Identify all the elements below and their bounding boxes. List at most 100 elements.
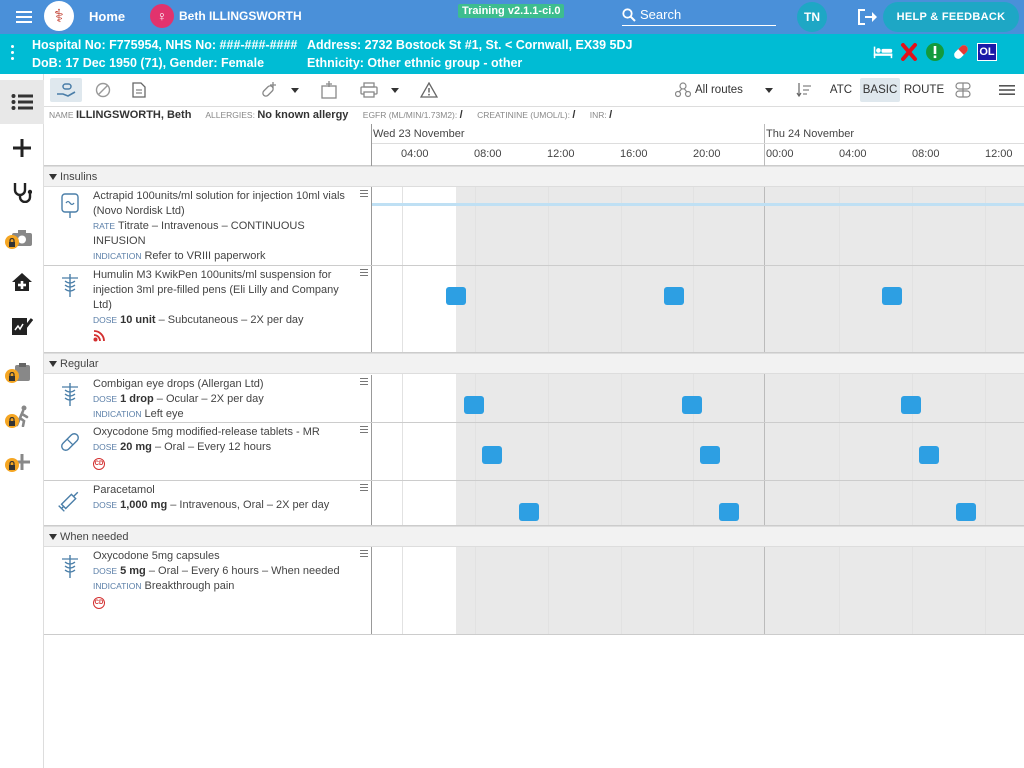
inr-label: INR: bbox=[589, 110, 607, 120]
alert-icon[interactable] bbox=[925, 42, 945, 62]
rate-value: Titrate – Intravenous – CONTINUOUS INFUS… bbox=[93, 220, 305, 247]
pill-group-icon[interactable] bbox=[950, 78, 976, 102]
medication-row[interactable]: Combigan eye drops (Allergan Ltd) DOSE 1 … bbox=[44, 375, 1024, 423]
time-tick: 16:00 bbox=[620, 148, 648, 160]
more-menu-icon[interactable] bbox=[994, 78, 1020, 102]
dose-marker[interactable] bbox=[901, 396, 921, 414]
dose-details: – Intravenous, Oral – 2X per day bbox=[170, 499, 330, 511]
egfr-value: / bbox=[459, 109, 463, 121]
add-medication-icon[interactable] bbox=[256, 78, 282, 102]
dose-marker[interactable] bbox=[519, 503, 539, 521]
medication-row[interactable]: Humulin M3 KwikPen 100units/ml suspensio… bbox=[44, 266, 1024, 353]
dose-marker[interactable] bbox=[719, 503, 739, 521]
dose-details: – Oral – Every 12 hours bbox=[154, 441, 272, 453]
user-avatar[interactable]: TN bbox=[797, 2, 827, 32]
dose-amount: 1,000 mg bbox=[120, 499, 168, 511]
search-input[interactable]: Search bbox=[622, 4, 776, 26]
section-when-needed[interactable]: When needed bbox=[44, 526, 1024, 547]
dose-marker[interactable] bbox=[919, 446, 939, 464]
no-entry-icon[interactable] bbox=[90, 78, 116, 102]
dose-marker[interactable] bbox=[956, 503, 976, 521]
row-menu-icon[interactable] bbox=[360, 426, 368, 434]
sign-document-icon[interactable] bbox=[0, 304, 44, 348]
atc-view-button[interactable]: ATC bbox=[829, 84, 853, 96]
rate-label: RATE bbox=[93, 221, 116, 231]
dose-label: DOSE bbox=[93, 566, 118, 576]
controlled-drug-badge: CD bbox=[93, 597, 105, 609]
row-menu-icon[interactable] bbox=[360, 550, 368, 558]
app-logo[interactable]: ⚕ bbox=[44, 1, 74, 31]
dose-marker[interactable] bbox=[446, 287, 466, 305]
chevron-down-icon[interactable] bbox=[288, 78, 302, 102]
close-icon[interactable] bbox=[899, 42, 919, 62]
dose-marker[interactable] bbox=[482, 446, 502, 464]
medication-row[interactable]: Paracetamol DOSE 1,000 mg – Intravenous, … bbox=[44, 481, 1024, 526]
female-patient-icon: ♀ bbox=[150, 4, 174, 28]
add-icon[interactable] bbox=[0, 126, 44, 170]
chart-toolbar: All routes ATC BASIC ROUTE bbox=[44, 74, 1024, 107]
dose-label: DOSE bbox=[93, 442, 118, 452]
dose-marker[interactable] bbox=[700, 446, 720, 464]
warning-icon[interactable] bbox=[416, 78, 442, 102]
section-title: Regular bbox=[60, 358, 99, 370]
collapse-triangle-icon[interactable] bbox=[49, 361, 57, 367]
row-menu-icon[interactable] bbox=[360, 190, 368, 198]
bed-icon[interactable] bbox=[873, 42, 893, 62]
dose-marker[interactable] bbox=[882, 287, 902, 305]
search-icon bbox=[622, 7, 636, 22]
indication-label: INDICATION bbox=[93, 409, 142, 419]
routes-icon[interactable] bbox=[674, 78, 692, 102]
medication-row[interactable]: Actrapid 100units/ml solution for inject… bbox=[44, 187, 1024, 266]
dose-label: DOSE bbox=[93, 394, 118, 404]
indication-label: INDICATION bbox=[93, 251, 142, 261]
collapse-triangle-icon[interactable] bbox=[49, 174, 57, 180]
help-feedback-button[interactable]: HELP & FEEDBACK bbox=[883, 2, 1019, 32]
caduceus-icon: ⚕ bbox=[54, 6, 64, 26]
medication-row[interactable]: Oxycodone 5mg capsules DOSE 5 mg – Oral –… bbox=[44, 547, 1024, 635]
row-menu-icon[interactable] bbox=[360, 269, 368, 277]
patient-menu-button[interactable] bbox=[11, 45, 14, 60]
calendar-add-icon[interactable] bbox=[316, 78, 342, 102]
section-insulins[interactable]: Insulins bbox=[44, 166, 1024, 187]
home-health-icon[interactable] bbox=[0, 260, 44, 304]
section-title: Insulins bbox=[60, 171, 98, 183]
stethoscope-icon[interactable] bbox=[0, 170, 44, 214]
print-icon[interactable] bbox=[356, 78, 382, 102]
sort-icon[interactable] bbox=[793, 78, 815, 102]
lock-icon bbox=[5, 414, 19, 428]
name-label: NAME bbox=[49, 110, 74, 120]
medication-name: Combigan eye drops (Allergan Ltd) bbox=[93, 378, 264, 390]
dose-marker[interactable] bbox=[464, 396, 484, 414]
medication-row[interactable]: Oxycodone 5mg modified-release tablets -… bbox=[44, 423, 1024, 481]
main-menu-button[interactable] bbox=[16, 6, 38, 28]
indication-value: Refer to VRIII paperwork bbox=[144, 250, 266, 262]
row-menu-icon[interactable] bbox=[360, 378, 368, 386]
chevron-down-icon[interactable] bbox=[762, 78, 776, 102]
hospital-number: Hospital No: F775954, NHS No: ###-###-##… bbox=[32, 38, 298, 52]
routes-filter[interactable]: All routes bbox=[695, 84, 743, 96]
dose-marker[interactable] bbox=[664, 287, 684, 305]
indication-value: Breakthrough pain bbox=[144, 580, 235, 592]
time-tick: 08:00 bbox=[474, 148, 502, 160]
time-tick: 12:00 bbox=[547, 148, 575, 160]
basic-view-button[interactable]: BASIC bbox=[860, 78, 900, 102]
patient-name[interactable]: Beth ILLINGSWORTH bbox=[179, 9, 302, 23]
infusion-bag-icon bbox=[61, 193, 79, 218]
document-icon[interactable] bbox=[126, 78, 152, 102]
route-view-button[interactable]: ROUTE bbox=[903, 84, 945, 96]
home-link[interactable]: Home bbox=[89, 9, 126, 24]
hand-pill-icon[interactable] bbox=[50, 78, 82, 102]
left-sidebar bbox=[0, 74, 44, 768]
dose-label: DOSE bbox=[93, 500, 118, 510]
ol-badge[interactable]: OL bbox=[977, 43, 997, 61]
day-label: Thu 24 November bbox=[766, 128, 855, 140]
section-regular[interactable]: Regular bbox=[44, 353, 1024, 374]
pill-icon[interactable] bbox=[951, 42, 971, 62]
collapse-triangle-icon[interactable] bbox=[49, 534, 57, 540]
logout-icon[interactable] bbox=[856, 7, 878, 27]
list-icon[interactable] bbox=[0, 80, 44, 124]
add-item-icon[interactable] bbox=[0, 440, 44, 484]
chevron-down-icon[interactable] bbox=[388, 78, 402, 102]
dose-marker[interactable] bbox=[682, 396, 702, 414]
row-menu-icon[interactable] bbox=[360, 484, 368, 492]
